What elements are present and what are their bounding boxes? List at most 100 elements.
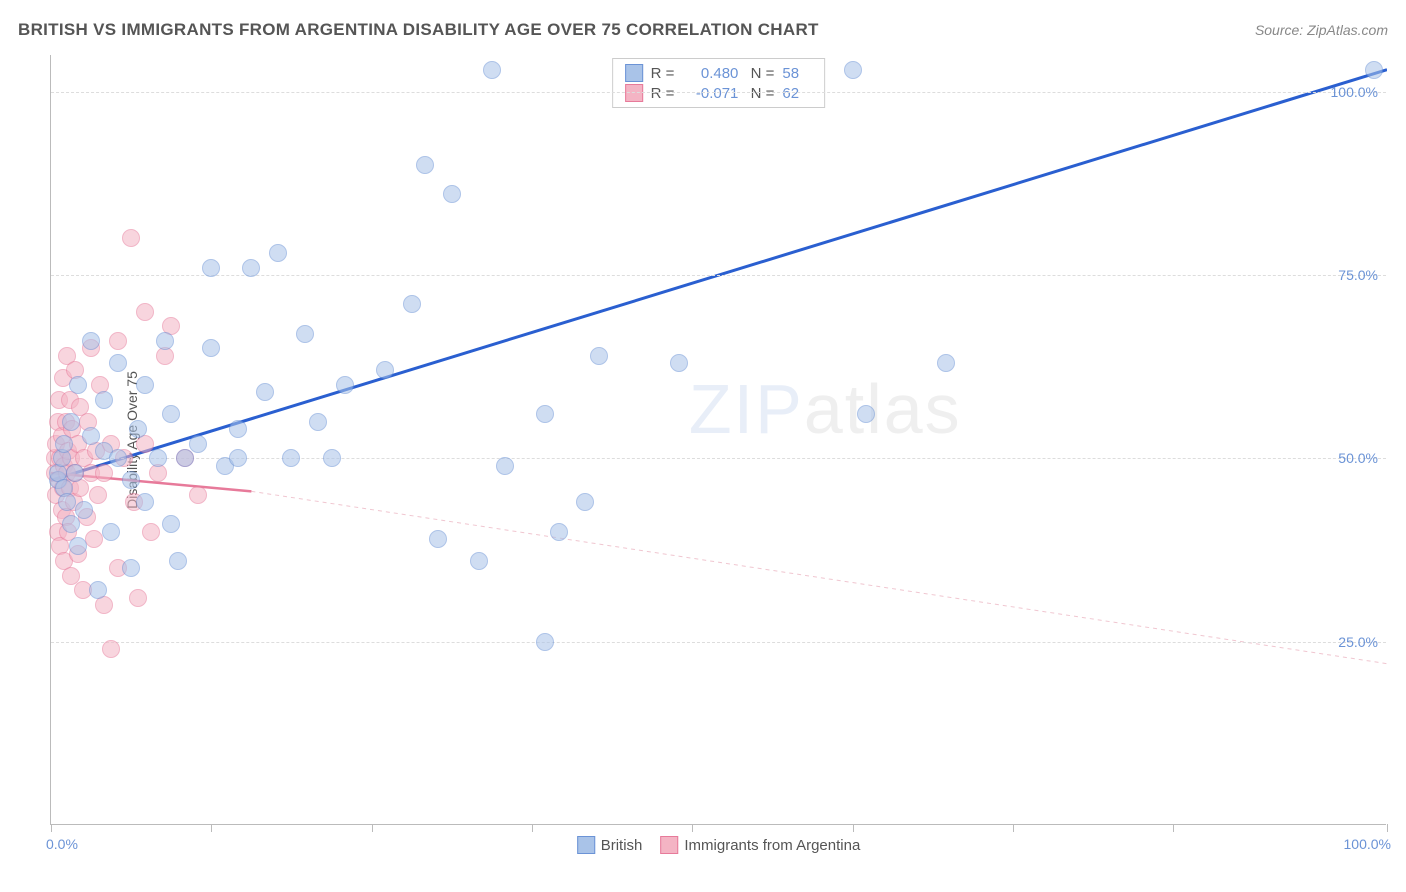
data-point [89,486,107,504]
data-point [122,559,140,577]
chart-title: BRITISH VS IMMIGRANTS FROM ARGENTINA DIS… [18,20,819,40]
data-point [75,501,93,519]
x-tick-max: 100.0% [1344,836,1391,852]
data-point [136,303,154,321]
x-tick [853,824,854,832]
data-point [242,259,260,277]
data-point [122,471,140,489]
legend-row-british: R = 0.480 N = 58 [625,63,813,83]
data-point [296,325,314,343]
data-point [536,405,554,423]
data-point [149,449,167,467]
data-point [229,449,247,467]
data-point [129,420,147,438]
data-point [376,361,394,379]
legend-label: Immigrants from Argentina [684,837,860,854]
data-point [336,376,354,394]
data-point [69,537,87,555]
swatch-british [625,64,643,82]
data-point [85,530,103,548]
data-point [109,332,127,350]
x-tick [211,824,212,832]
y-tick-label: 25.0% [1338,634,1378,650]
data-point [109,449,127,467]
x-tick [1013,824,1014,832]
data-point [483,61,501,79]
data-point [590,347,608,365]
data-point [443,185,461,203]
data-point [169,552,187,570]
data-point [136,493,154,511]
data-point [62,515,80,533]
data-point [162,405,180,423]
data-point [102,640,120,658]
data-point [55,435,73,453]
data-point [269,244,287,262]
data-point [496,457,514,475]
data-point [62,413,80,431]
trend-lines [51,55,1387,825]
data-point [82,427,100,445]
data-point [429,530,447,548]
data-point [403,295,421,313]
data-point [189,486,207,504]
bottom-legend: British Immigrants from Argentina [577,836,861,854]
data-point [162,515,180,533]
data-point [844,61,862,79]
data-point [109,354,127,372]
data-point [102,523,120,541]
data-point [323,449,341,467]
gridline [51,458,1386,459]
x-tick [692,824,693,832]
data-point [176,449,194,467]
data-point [202,339,220,357]
data-point [576,493,594,511]
data-point [1365,61,1383,79]
data-point [58,493,76,511]
scatter-plot: Disability Age Over 75 ZIPatlas R = 0.48… [50,55,1386,825]
r-value-british: 0.480 [682,65,738,82]
x-tick [372,824,373,832]
swatch-argentina [625,84,643,102]
y-tick-label: 50.0% [1338,450,1378,466]
watermark-atlas: atlas [804,370,962,448]
gridline [51,642,1386,643]
data-point [416,156,434,174]
data-point [129,589,147,607]
data-point [256,383,274,401]
data-point [937,354,955,372]
data-point [156,332,174,350]
data-point [309,413,327,431]
data-point [136,376,154,394]
data-point [550,523,568,541]
data-point [82,332,100,350]
legend-item: Immigrants from Argentina [660,836,860,854]
data-point [95,391,113,409]
x-tick [1173,824,1174,832]
x-tick [51,824,52,832]
legend-item: British [577,836,643,854]
x-tick-min: 0.0% [46,836,78,852]
data-point [470,552,488,570]
data-point [189,435,207,453]
r-value-argentina: -0.071 [682,85,738,102]
data-point [95,464,113,482]
header: BRITISH VS IMMIGRANTS FROM ARGENTINA DIS… [18,20,1388,40]
data-point [69,376,87,394]
correlation-legend: R = 0.480 N = 58 R = -0.071 N = 62 [612,58,826,108]
legend-label: British [601,837,643,854]
n-value-british: 58 [782,65,812,82]
n-value-argentina: 62 [782,85,812,102]
data-point [202,259,220,277]
data-point [282,449,300,467]
legend-row-argentina: R = -0.071 N = 62 [625,83,813,103]
watermark: ZIPatlas [689,369,962,449]
legend-swatch [660,836,678,854]
data-point [229,420,247,438]
source-label: Source: ZipAtlas.com [1255,22,1388,38]
legend-swatch [577,836,595,854]
data-point [857,405,875,423]
gridline [51,92,1386,93]
watermark-zip: ZIP [689,370,804,448]
y-tick-label: 100.0% [1331,84,1378,100]
